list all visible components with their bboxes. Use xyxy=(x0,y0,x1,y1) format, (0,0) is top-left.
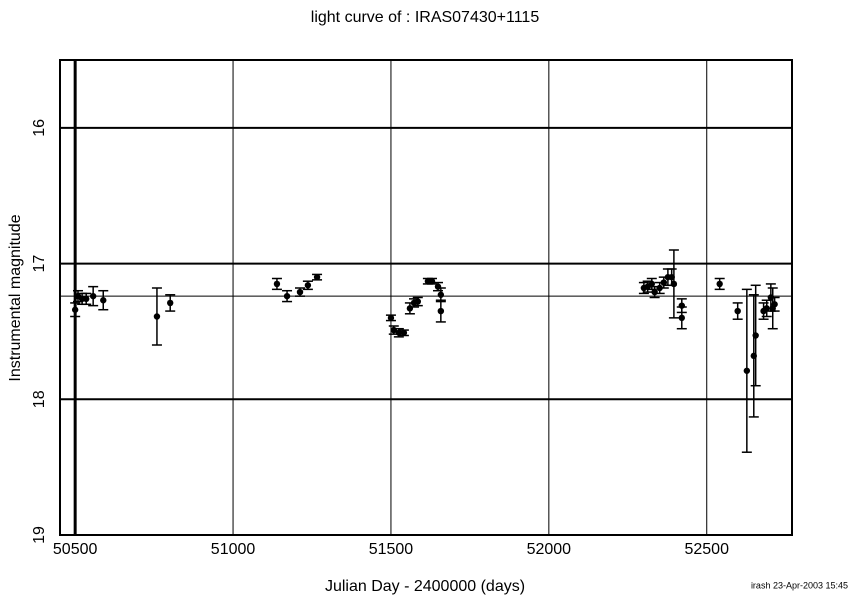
point xyxy=(89,292,97,300)
chart-title: light curve of : IRAS07430+1115 xyxy=(311,9,540,26)
point xyxy=(273,280,281,288)
point xyxy=(678,314,685,322)
x-tick-label: 51000 xyxy=(211,541,256,558)
point xyxy=(313,273,321,281)
y-tick-label: 16 xyxy=(31,119,48,137)
x-tick-label: 52500 xyxy=(684,541,729,558)
x-axis-label: Julian Day - 2400000 (days) xyxy=(325,578,525,595)
footnote: irash 23-Apr-2003 15:45 xyxy=(751,580,848,590)
point xyxy=(648,280,655,288)
point xyxy=(167,299,174,307)
point xyxy=(660,279,667,286)
point xyxy=(406,305,414,312)
point xyxy=(153,313,161,320)
point xyxy=(716,280,723,288)
point xyxy=(651,288,658,296)
y-tick-label: 19 xyxy=(31,526,48,544)
point xyxy=(296,288,304,296)
x-tick-label: 51500 xyxy=(369,541,414,558)
y-axis-label: Instrumental magnitude xyxy=(7,214,24,381)
y-tick-label: 18 xyxy=(31,390,48,408)
point xyxy=(71,306,79,313)
point xyxy=(763,305,770,312)
point xyxy=(400,329,408,336)
point xyxy=(304,282,312,289)
point xyxy=(752,332,759,339)
point xyxy=(83,295,90,303)
point xyxy=(283,292,291,300)
x-tick-label: 50500 xyxy=(53,541,98,558)
point xyxy=(743,367,751,374)
point xyxy=(100,297,107,304)
point xyxy=(395,329,403,336)
point xyxy=(670,280,678,288)
point xyxy=(771,301,778,308)
point xyxy=(387,314,395,322)
point xyxy=(414,298,421,305)
point xyxy=(437,307,445,315)
y-tick-label: 17 xyxy=(31,255,48,273)
point xyxy=(734,307,741,315)
x-tick-label: 52000 xyxy=(527,541,572,558)
point xyxy=(437,291,445,298)
point xyxy=(428,278,436,285)
